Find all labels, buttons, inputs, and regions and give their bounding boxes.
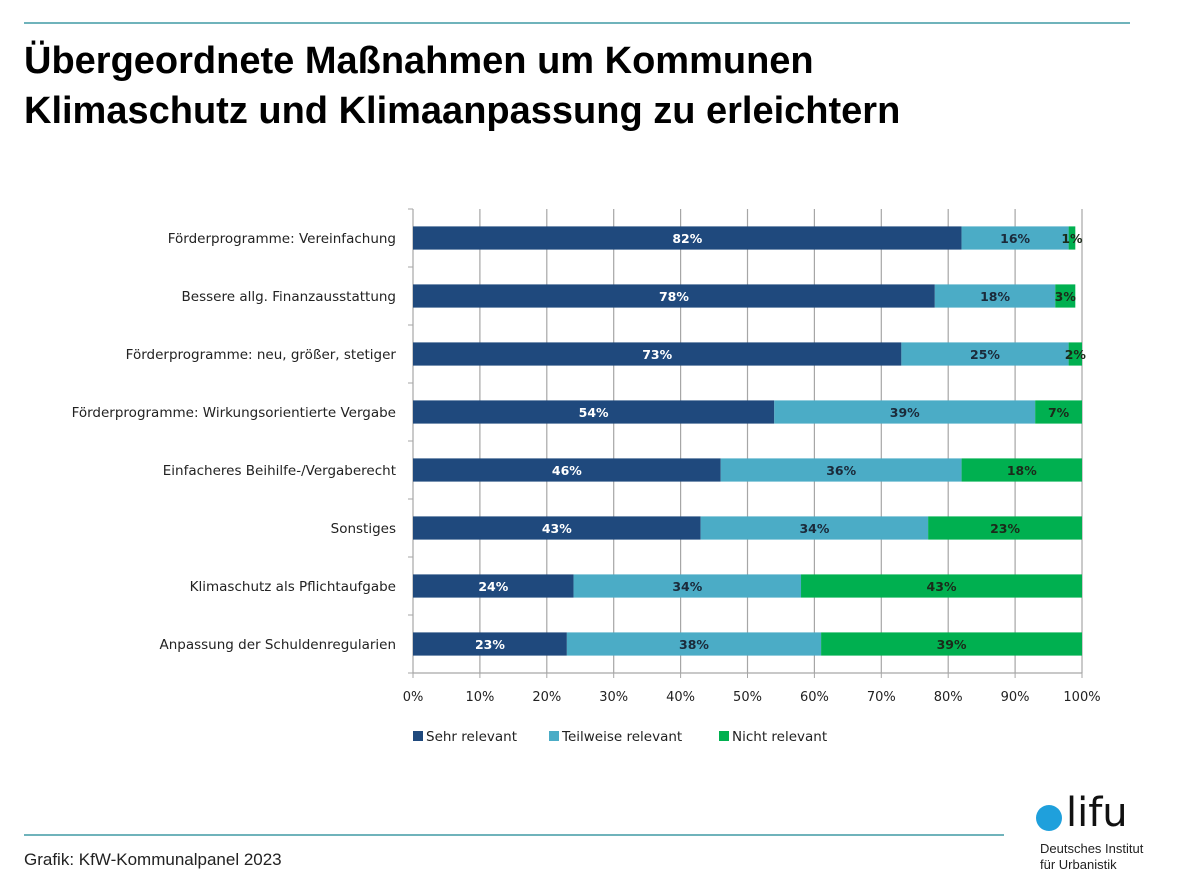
bar-segment [413, 574, 574, 598]
bar-segment [413, 226, 962, 250]
category-label: Anpassung der Schuldenregularien [159, 637, 396, 653]
legend-label: Nicht relevant [732, 729, 827, 745]
category-label: Förderprogramme: neu, größer, stetiger [126, 347, 397, 363]
bar-segment [774, 400, 1036, 424]
x-tick-label: 80% [934, 690, 963, 705]
x-tick-label: 0% [403, 690, 424, 705]
bar-segment [413, 632, 567, 656]
data-label: 16% [1000, 231, 1030, 246]
legend-label: Sehr relevant [426, 729, 517, 745]
legend-swatch [719, 731, 729, 741]
bar-segment [928, 516, 1082, 540]
bar-segment [961, 226, 1069, 250]
category-label: Bessere allg. Finanzausstattung [182, 289, 396, 305]
data-label: 46% [552, 463, 582, 478]
logo-subtitle: Deutsches Institut für Urbanistik [1040, 841, 1143, 873]
title-line-1: Übergeordnete Maßnahmen um Kommunen [24, 40, 814, 82]
data-label: 39% [937, 637, 967, 652]
bar-segment [413, 284, 935, 308]
top-divider [24, 22, 1130, 24]
bar-segment [413, 400, 775, 424]
data-label: 54% [579, 405, 609, 420]
legend-label: Teilweise relevant [561, 729, 682, 745]
bar-segment [1068, 226, 1076, 250]
legend-swatch [549, 731, 559, 741]
bar-segment [413, 342, 902, 366]
logo-line-1: Deutsches Institut [1040, 841, 1144, 856]
data-label: 23% [990, 521, 1020, 536]
x-tick-label: 90% [1001, 690, 1030, 705]
data-label: 36% [826, 463, 856, 478]
legend-swatch [413, 731, 423, 741]
bar-segment [573, 574, 802, 598]
bar-segment [961, 458, 1082, 482]
data-label: 18% [1007, 463, 1037, 478]
data-label: 82% [672, 231, 702, 246]
bar-segment [1068, 342, 1082, 366]
logo-wordmark: lifu [1066, 790, 1128, 836]
title-line-2: Klimaschutz und Klimaanpassung zu erleic… [24, 90, 901, 132]
bar-segment [700, 516, 929, 540]
stacked-bar-chart: 0% 10% 20% 30% 40% 50% 60% 70% 80% 90% 100% Förderp… [72, 208, 1101, 745]
bar-segment [413, 458, 721, 482]
data-label: 18% [980, 289, 1010, 304]
bar-segment [901, 342, 1069, 366]
bar-segment [413, 516, 701, 540]
data-label: 73% [642, 347, 672, 362]
data-label: 34% [799, 521, 829, 536]
difu-logo: lifu Deutsches Institut für Urbanistik [1036, 791, 1176, 880]
logo-dot-icon [1036, 805, 1062, 831]
bar-segment [720, 458, 962, 482]
data-label: 39% [890, 405, 920, 420]
x-tick-label: 70% [867, 690, 896, 705]
bar-segment [821, 632, 1082, 656]
data-label: 25% [970, 347, 1000, 362]
logo-line-2: für Urbanistik [1040, 857, 1117, 872]
category-label: Klimaschutz als Pflichtaufgabe [190, 579, 396, 595]
data-label: 24% [478, 579, 508, 594]
x-tick-label: 20% [532, 690, 561, 705]
source-note: Grafik: KfW-Kommunalpanel 2023 [24, 850, 282, 869]
x-tick-label: 100% [1063, 690, 1100, 705]
bar-segment [934, 284, 1056, 308]
bar-segment [1055, 284, 1076, 308]
data-label: 43% [542, 521, 572, 536]
category-label: Förderprogramme: Wirkungsorientierte Ver… [72, 405, 396, 421]
bar-segment [801, 574, 1082, 598]
data-label: 43% [927, 579, 957, 594]
data-label: 23% [475, 637, 505, 652]
data-label: 1% [1061, 231, 1083, 246]
data-label: 34% [672, 579, 702, 594]
bottom-divider [24, 834, 1004, 836]
page-title: Übergeordnete Maßnahmen um Kommunen Klim… [24, 36, 900, 136]
x-tick-label: 30% [599, 690, 628, 705]
data-label: 38% [679, 637, 709, 652]
data-label: 78% [659, 289, 689, 304]
category-label: Förderprogramme: Vereinfachung [168, 231, 396, 247]
data-label: 7% [1048, 405, 1070, 420]
x-tick-label: 50% [733, 690, 762, 705]
x-tick-label: 60% [800, 690, 829, 705]
data-label: 2% [1065, 347, 1087, 362]
bar-segment [566, 632, 822, 656]
x-tick-label: 40% [666, 690, 695, 705]
category-label: Einfacheres Beihilfe-/Vergaberecht [163, 463, 396, 479]
x-tick-label: 10% [465, 690, 494, 705]
bar-segment [1035, 400, 1082, 424]
category-label: Sonstiges [331, 521, 396, 537]
data-label: 3% [1055, 289, 1077, 304]
